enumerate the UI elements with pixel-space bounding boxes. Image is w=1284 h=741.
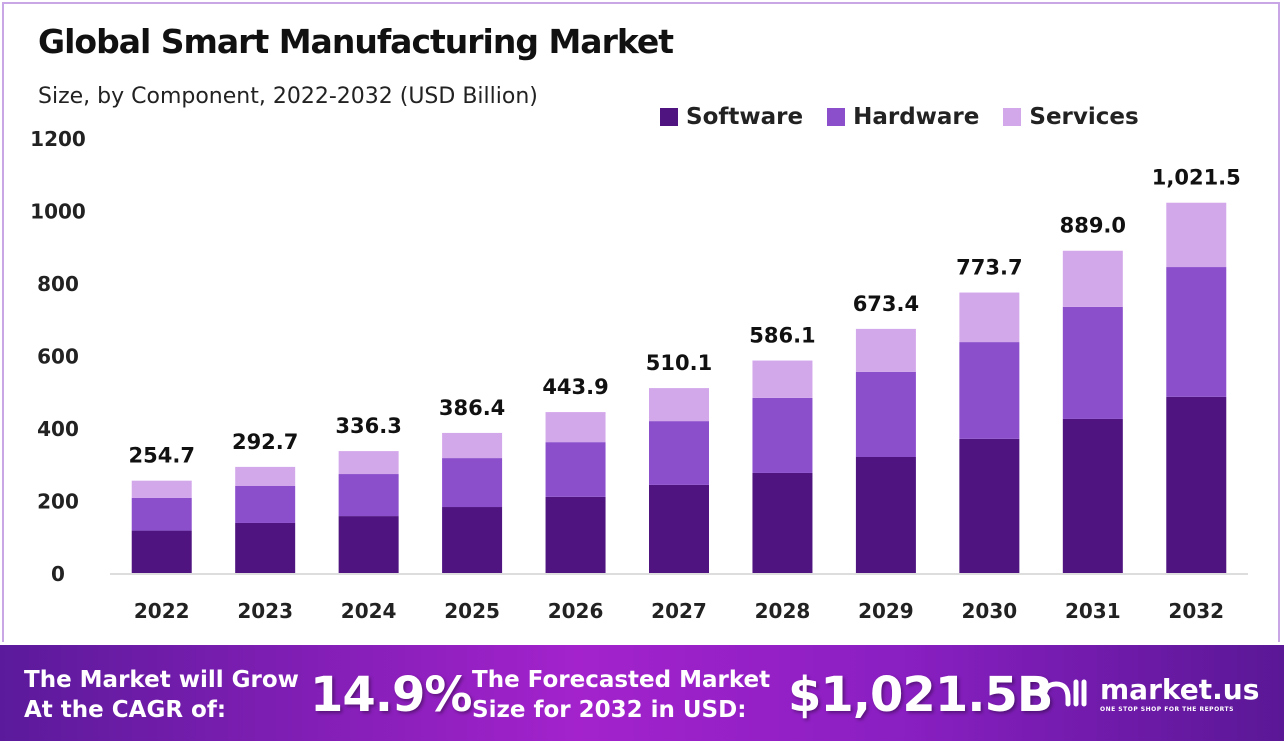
y-tick-label: 400 [37,417,79,441]
x-tick-label: 2031 [1065,599,1121,623]
logo-icon [1041,679,1087,707]
bar-software-2022 [131,530,192,573]
x-tick-label: 2027 [651,599,707,623]
forecast-label-line1: The Forecasted Market [472,667,771,693]
forecast-label-line2: Size for 2032 in USD: [472,697,747,723]
bar-services-2028 [752,360,813,398]
chart-frame [2,2,1280,642]
bar-hardware-2029 [855,371,916,457]
bar-hardware-2027 [649,421,709,485]
bar-hardware-2028 [752,397,813,473]
total-label: 510.1 [646,351,712,375]
bar-hardware-2024 [338,474,399,517]
total-label: 292.7 [232,430,298,454]
y-tick-label: 0 [51,562,65,586]
x-tick-label: 2022 [134,599,190,623]
bar-services-2027 [649,388,709,422]
bar-hardware-2023 [235,486,296,523]
bar-services-2023 [235,466,296,486]
bar-chart: 0 200 400 600 800 1000 1200 254.7 2022 292.7 2023 3… [30,127,1248,623]
total-label: 889.0 [1060,214,1126,238]
bar-software-2029 [855,457,916,573]
x-tick-label: 2029 [858,599,914,623]
logo-tagline: ONE STOP SHOP FOR THE REPORTS [1100,706,1234,713]
cagr-label-line2: At the CAGR of: [24,697,227,723]
cagr-label-line1: The Market will Grow [24,667,299,693]
legend-label: Software [686,104,804,130]
bar-services-2031 [1062,250,1123,307]
legend-swatch [660,108,678,126]
bar-hardware-2031 [1062,306,1123,419]
bar-software-2032 [1166,396,1227,573]
bar-software-2030 [959,438,1020,573]
bar-services-2022 [131,480,192,498]
market-us-logo: market.us ONE STOP SHOP FOR THE REPORTS [1040,673,1259,713]
bar-software-2023 [235,522,296,573]
bar-services-2030 [959,292,1020,343]
legend-item-software: Software [660,104,803,130]
y-tick-label: 1000 [30,200,86,224]
y-tick-label: 600 [37,345,79,369]
x-tick-label: 2028 [755,599,811,623]
bar-software-2027 [649,484,709,573]
y-tick-label: 800 [37,272,79,296]
forecast-value: $1,021.5B [788,667,1053,723]
bar-hardware-2032 [1166,267,1227,397]
bar-services-2029 [855,328,916,372]
forecast-label: The Forecasted Market Size for 2032 in U… [472,665,770,725]
bar-hardware-2022 [131,497,192,531]
x-tick-label: 2023 [237,599,293,623]
legend-item-services: Services [1003,104,1139,130]
chart-title: Global Smart Manufacturing Market [38,22,674,61]
total-label: 673.4 [853,292,919,316]
legend-item-hardware: Hardware [827,104,979,130]
footer-banner: The Market will Grow At the CAGR of: 14.… [0,645,1284,741]
chart-subtitle: Size, by Component, 2022-2032 (USD Billi… [38,84,538,109]
bar-services-2025 [442,432,503,459]
total-label: 773.7 [956,256,1022,280]
total-label: 254.7 [129,444,195,468]
y-tick-label: 200 [37,490,79,514]
total-label: 336.3 [335,414,401,438]
bar-software-2031 [1062,418,1123,573]
bar-software-2025 [442,507,503,573]
total-label: 443.9 [542,375,608,399]
x-tick-label: 2025 [444,599,500,623]
bar-software-2024 [338,516,399,573]
bar-hardware-2026 [545,442,606,497]
total-label: 386.4 [439,396,505,420]
logo-text: market.us [1100,673,1260,706]
bar-services-2032 [1166,202,1227,268]
bar-software-2026 [545,496,606,573]
bar-services-2026 [545,412,606,443]
legend-label: Services [1029,104,1139,130]
cagr-value: 14.9% [310,667,473,723]
bar-software-2028 [752,472,813,573]
x-tick-label: 2026 [548,599,604,623]
total-label: 586.1 [749,324,815,348]
bar-hardware-2025 [442,458,503,508]
total-label: 1,021.5 [1152,166,1241,190]
legend: Software Hardware Services [660,104,1139,130]
y-tick-label: 1200 [30,127,86,151]
legend-swatch [827,108,846,126]
legend-label: Hardware [853,104,980,130]
x-tick-label: 2024 [341,599,397,623]
x-tick-label: 2030 [962,599,1018,623]
bar-services-2024 [338,451,399,475]
x-tick-label: 2032 [1168,599,1224,623]
legend-swatch [1003,108,1022,126]
bar-hardware-2030 [959,342,1020,439]
cagr-label: The Market will Grow At the CAGR of: [24,665,299,725]
